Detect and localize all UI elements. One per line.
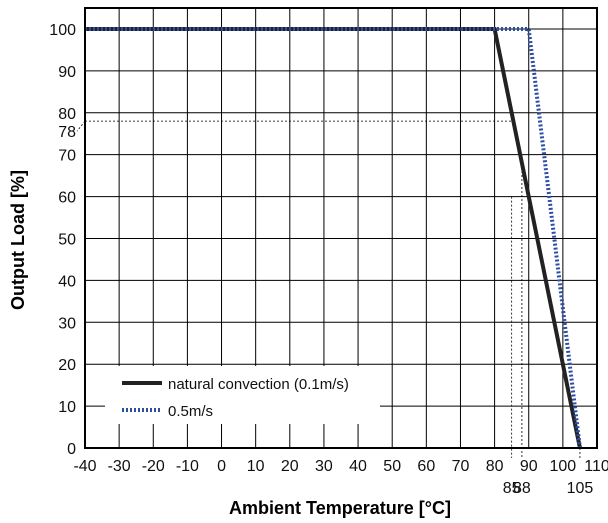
plot-frame: [84, 7, 598, 449]
x-tick-label: -30: [108, 458, 131, 475]
x-tick-label: 50: [383, 458, 401, 475]
y-tick-labels: 0 10 20 30 40 50 60 70 80 90 100: [49, 22, 76, 458]
legend-box: [105, 366, 380, 424]
x-axis-title: Ambient Temperature [°C]: [229, 498, 451, 518]
x-tick-label: 60: [417, 458, 435, 475]
legend-label-airflow: 0.5m/s: [168, 403, 213, 420]
x-tick-label: 10: [247, 458, 265, 475]
x-tick-label: 20: [281, 458, 299, 475]
y-tick-label: 100: [49, 22, 76, 39]
legend: natural convection (0.1m/s) 0.5m/s: [105, 366, 380, 424]
legend-label-natural: natural convection (0.1m/s): [168, 376, 349, 393]
x-tick-label: 30: [315, 458, 333, 475]
y-tick-label: 20: [58, 357, 76, 374]
y-tick-label: 10: [58, 399, 76, 416]
y-tick-label: 0: [67, 441, 76, 458]
x-tick-label: 90: [520, 458, 538, 475]
x-tick-label: 70: [452, 458, 470, 475]
x-tick-label: 110: [584, 458, 608, 475]
y-marker-label: 78: [58, 124, 76, 141]
x-marker-label: 85: [503, 480, 521, 497]
y-tick-label: 90: [58, 64, 76, 81]
x-tick-labels: -40 -30 -20 -10 0 10 20 30 40 50 60 70 80 90 100 110: [73, 458, 608, 475]
x-tick-label: -10: [176, 458, 199, 475]
x-marker-label: 105: [567, 480, 594, 497]
x-marker-label: 88: [513, 480, 531, 497]
y-tick-label: 30: [58, 315, 76, 332]
x-tick-label: 0: [217, 458, 226, 475]
x-tick-label: 40: [349, 458, 367, 475]
y-tick-label: 50: [58, 231, 76, 248]
y-tick-label: 70: [58, 148, 76, 165]
y-tick-label: 60: [58, 190, 76, 207]
y-tick-label: 80: [58, 106, 76, 123]
x-tick-label: 80: [486, 458, 504, 475]
series-layer: [85, 26, 582, 449]
y-axis-title: Output Load [%]: [8, 170, 28, 310]
x-tick-label: -20: [142, 458, 165, 475]
y-tick-label: 40: [58, 273, 76, 290]
annotation-guides: [76, 120, 581, 458]
series-line-airflow: [85, 26, 582, 449]
x-tick-label: 100: [550, 458, 577, 475]
y-marker-leader: [76, 120, 86, 132]
x-tick-label: -40: [73, 458, 96, 475]
